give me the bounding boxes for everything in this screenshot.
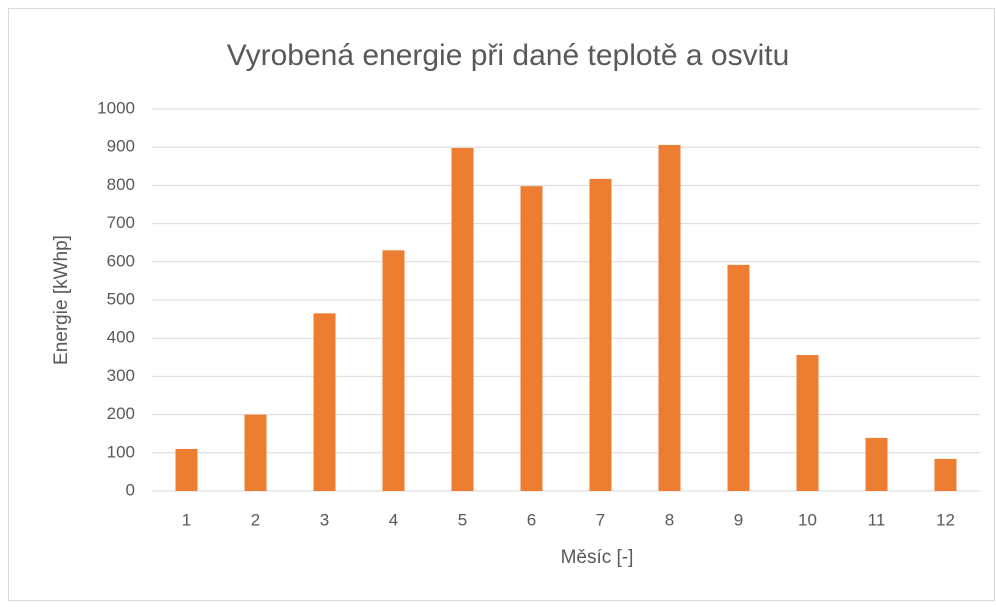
x-axis-label: Měsíc [-] [561,547,634,568]
x-tick-label: 6 [527,510,536,529]
y-tick-label: 900 [107,137,135,156]
bar [520,186,543,491]
y-tick-label: 300 [107,366,135,385]
y-tick-label: 400 [107,328,135,347]
x-tick-label: 2 [251,510,260,529]
x-tick-label: 7 [596,510,605,529]
chart-title: Vyrobená energie při dané teplotě a osvi… [227,39,790,72]
bar [451,147,474,492]
x-tick-label: 5 [458,510,467,529]
bar [727,264,750,491]
x-tick-label: 9 [734,510,743,529]
x-tick-label: 4 [389,510,398,529]
y-tick-label: 100 [107,442,135,461]
y-tick-label: 700 [107,213,135,232]
x-tick-label: 10 [798,510,817,529]
x-tick-label: 3 [320,510,329,529]
y-tick-label: 1000 [97,98,135,117]
y-tick-label: 500 [107,289,135,308]
bar [313,313,336,491]
chart-border [8,8,995,601]
bar [865,437,888,491]
y-tick-label: 0 [126,480,135,499]
bar [382,250,405,491]
y-tick-label: 200 [107,404,135,423]
bar [244,414,267,491]
bar [589,178,612,491]
x-tick-label: 11 [868,510,886,529]
x-tick-label: 1 [182,510,191,529]
bar [175,448,198,491]
x-tick-label: 8 [665,510,674,529]
bar [658,144,681,491]
y-tick-label: 600 [107,251,135,270]
bar [796,355,819,491]
bar [934,458,957,491]
y-tick-label: 800 [107,175,135,194]
y-axis-label: Energie [kWhp] [51,235,72,365]
x-tick-label: 12 [936,510,955,529]
